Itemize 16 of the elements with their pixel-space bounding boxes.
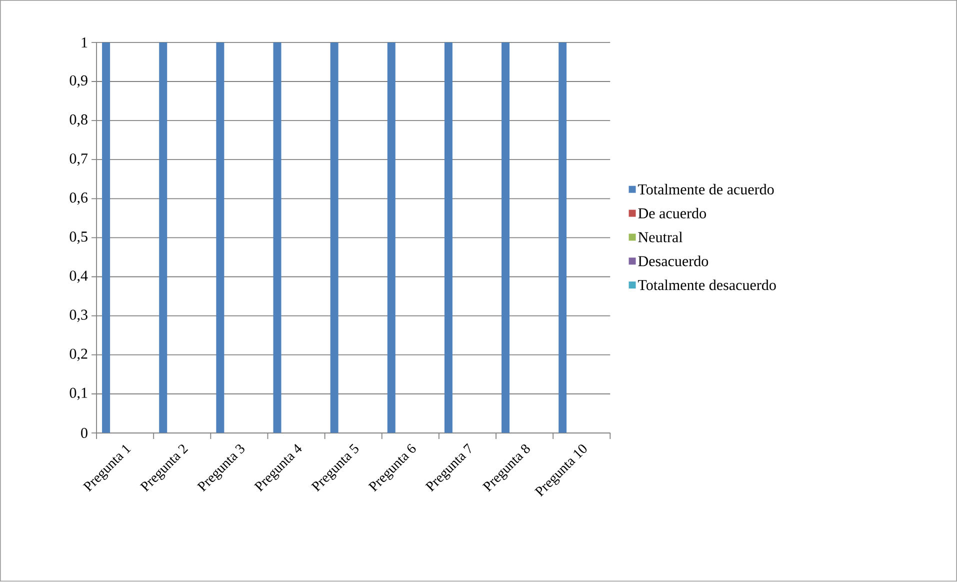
y-tick-label: 0,1 bbox=[70, 388, 88, 400]
y-tick-label: 0,4 bbox=[70, 270, 88, 284]
legend-label: Neutral bbox=[638, 232, 683, 243]
y-tick-label: 0,8 bbox=[70, 114, 88, 127]
y-tick-label: 1 bbox=[82, 38, 88, 48]
y-tick-label: 0,9 bbox=[70, 76, 88, 88]
legend-label: De acuerdo bbox=[638, 208, 706, 219]
legend-label: Desacuerdo bbox=[638, 256, 708, 266]
y-tick-label: 0,5 bbox=[70, 232, 88, 244]
y-tick-label: 0,6 bbox=[70, 192, 88, 206]
y-tick-label: 0,2 bbox=[70, 348, 88, 362]
y-tick-label: 0,7 bbox=[70, 154, 88, 166]
y-tick-label: 0,3 bbox=[70, 310, 88, 322]
legend-label: Totalmente desacuerdo bbox=[638, 280, 776, 290]
y-tick-label: 0 bbox=[81, 428, 88, 438]
legend-label: Totalmente de acuerdo bbox=[638, 184, 774, 195]
